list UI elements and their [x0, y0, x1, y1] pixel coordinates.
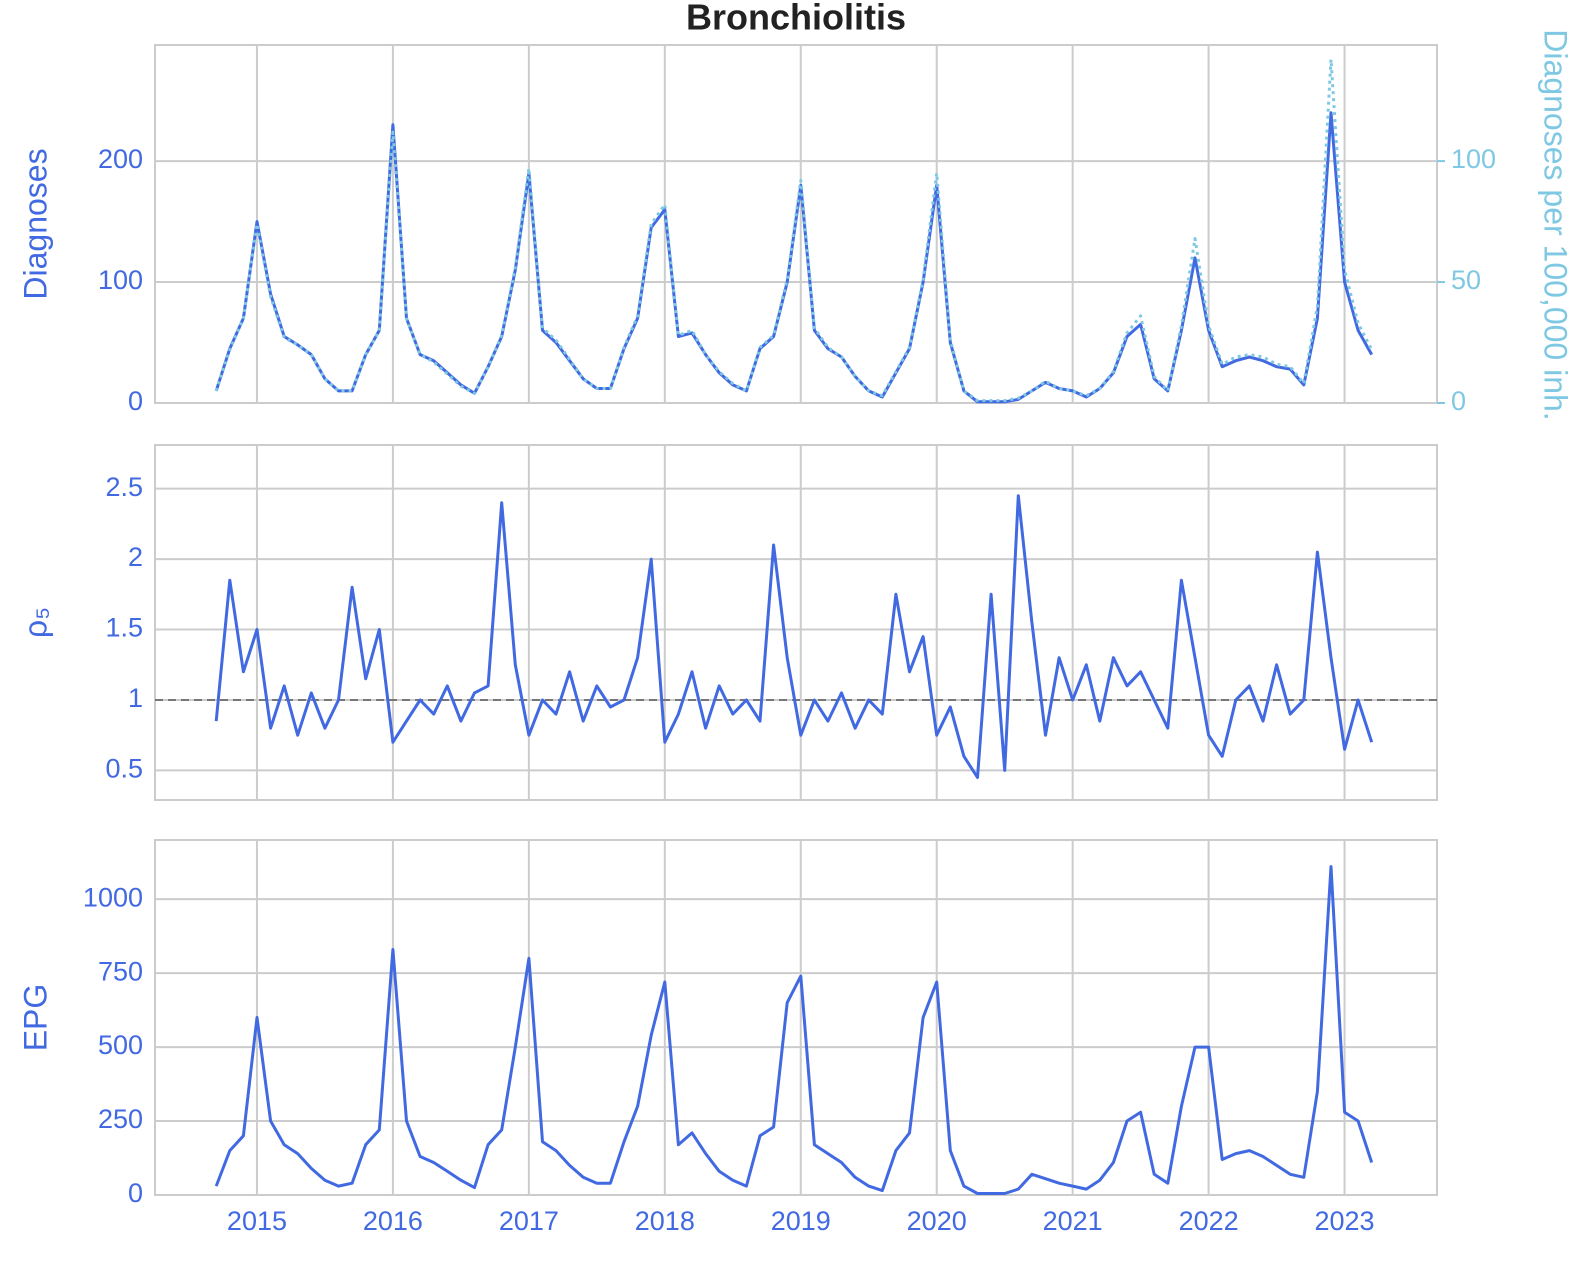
x-tick-label: 2023: [1315, 1206, 1375, 1236]
y-tick-label: 250: [98, 1104, 143, 1134]
x-tick-label: 2015: [227, 1206, 287, 1236]
series-line: [214, 58, 1374, 403]
y-tick-label: 2: [128, 542, 143, 572]
y-tick-label: 200: [98, 144, 143, 174]
x-tick-label: 2016: [363, 1206, 423, 1236]
y-axis-label: Diagnoses: [17, 148, 53, 299]
plot-frame: [154, 444, 1438, 801]
plot-frame: [154, 839, 1438, 1196]
y-axis-label: EPG: [17, 984, 53, 1052]
x-tick-label: 2019: [771, 1206, 831, 1236]
y2-tick-label: 50: [1451, 265, 1481, 295]
x-tick-label: 2017: [499, 1206, 559, 1236]
y-tick-label: 500: [98, 1030, 143, 1060]
y-tick-label: 1000: [83, 882, 143, 912]
series-line: [214, 494, 1374, 779]
y-tick-label: 750: [98, 956, 143, 986]
y-tick-label: 1.5: [105, 613, 143, 643]
x-tick-label: 2022: [1179, 1206, 1239, 1236]
y-tick-label: 0.5: [105, 754, 143, 784]
y-axis-label: ρ₅: [17, 607, 53, 638]
y2-axis-label: Diagnoses per 100,000 inh.: [1538, 29, 1574, 420]
y-tick-label: 0: [128, 386, 143, 416]
y2-tick-label: 100: [1451, 144, 1496, 174]
y-tick-label: 100: [98, 265, 143, 295]
series-line: [214, 111, 1374, 404]
y-tick-label: 1: [128, 683, 143, 713]
series-line: [214, 865, 1374, 1195]
x-tick-label: 2020: [907, 1206, 967, 1236]
y-tick-label: 0: [128, 1178, 143, 1208]
chart-title: Bronchiolitis: [686, 0, 906, 38]
x-tick-label: 2018: [635, 1206, 695, 1236]
y-tick-label: 2.5: [105, 472, 143, 502]
x-tick-label: 2021: [1043, 1206, 1103, 1236]
y2-tick-label: 0: [1451, 386, 1466, 416]
